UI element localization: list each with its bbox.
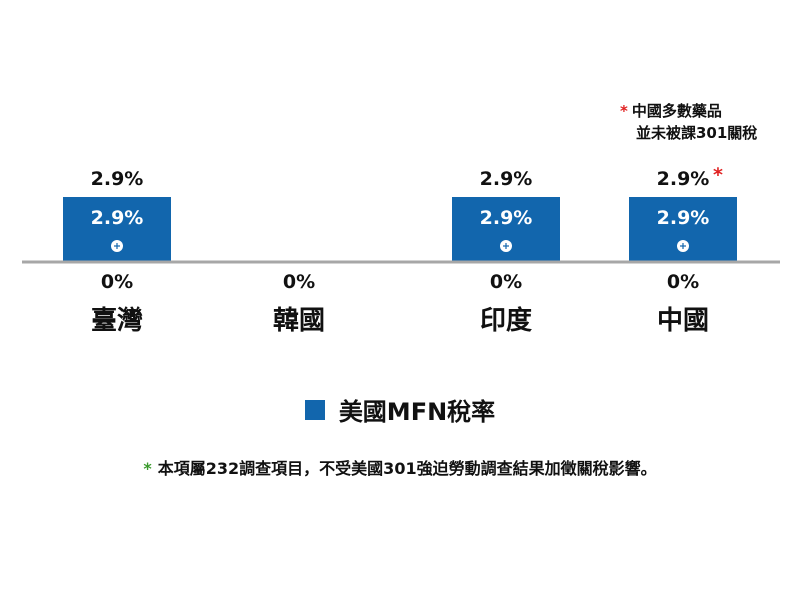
bar-bottom-label: 0% — [283, 271, 315, 293]
legend-label: 美國MFN稅率 — [338, 398, 496, 426]
plus-circle-icon — [111, 240, 123, 252]
category-label: 臺灣 — [91, 306, 143, 336]
plus-circle-icon — [500, 240, 512, 252]
bar-top-label: 2.9% — [91, 168, 144, 190]
china-note-line1: 中國多數藥品 — [631, 102, 722, 120]
category-label: 中國 — [657, 306, 709, 336]
china-value-asterisk: * — [713, 164, 723, 186]
china-note-line2: 並未被課301關稅 — [636, 124, 758, 142]
plus-circle-icon — [677, 240, 689, 252]
bar-bottom-label: 0% — [101, 271, 133, 293]
bar-inner-label: 2.9% — [480, 207, 533, 229]
legend-swatch — [304, 399, 325, 420]
bar-top-label: 2.9% — [480, 168, 533, 190]
bar-inner-label: 2.9% — [91, 207, 144, 229]
footnote-asterisk: * — [143, 459, 152, 478]
bar-bottom-label: 0% — [490, 271, 522, 293]
bar-chart: 2.9%2.9%0%臺灣0%韓國2.9%2.9%0%印度2.9%2.9% *0%中… — [22, 164, 780, 336]
bar-top-label: 2.9% — [657, 168, 710, 190]
bar-inner-label: 2.9% — [657, 207, 710, 229]
china-note-asterisk: * — [620, 102, 628, 120]
footnote: * 本項屬232調查項目，不受美國301強迫勞動調查結果加徵關稅影響。 — [0, 455, 800, 479]
category-label: 印度 — [480, 305, 532, 336]
footnote-text: 本項屬232調查項目，不受美國301強迫勞動調查結果加徵關稅影響。 — [157, 459, 657, 478]
category-label: 韓國 — [273, 306, 325, 336]
chart-legend: 美國MFN稅率 — [0, 392, 800, 427]
bar-bottom-label: 0% — [667, 271, 699, 293]
china-annotation: * 中國多數藥品 並未被課301關稅 — [620, 100, 757, 144]
